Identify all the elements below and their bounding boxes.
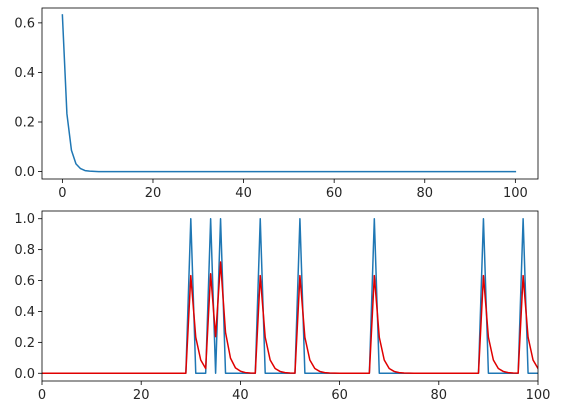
y-tick-label: 0.2 <box>14 116 35 131</box>
x-tick-label: 40 <box>232 388 249 403</box>
bottom-chart: 0 20 40 60 80 100 0.0 0.2 0.4 0.6 0.8 1.0 <box>14 210 551 403</box>
x-tick-label: 80 <box>431 388 448 403</box>
x-tick-label: 20 <box>145 186 162 201</box>
x-tick-label: 20 <box>133 388 150 403</box>
x-tick-label: 0 <box>58 186 66 201</box>
x-tick-label: 80 <box>416 186 433 201</box>
y-tick-label: 1.0 <box>14 212 35 227</box>
series-line-1 <box>42 217 538 375</box>
y-tick-label: 0.8 <box>14 243 35 258</box>
x-tick-label: 100 <box>526 388 551 403</box>
top-chart: 0 20 40 60 80 100 0.0 0.2 0.4 0.6 <box>14 7 539 201</box>
y-tick-label: 0.2 <box>14 336 35 351</box>
x-tick-label: 60 <box>331 388 348 403</box>
series-line-2 <box>42 261 538 375</box>
y-tick-label: 0.0 <box>14 367 35 382</box>
y-tick-label: 0.6 <box>14 274 35 289</box>
x-tick-label: 100 <box>503 186 528 201</box>
y-tick-label: 0.4 <box>14 66 35 81</box>
y-tick-label: 0.6 <box>14 16 35 31</box>
x-tick-label: 0 <box>38 388 46 403</box>
axes-frame <box>41 7 539 180</box>
x-tick-label: 60 <box>326 186 343 201</box>
axes-frame <box>41 210 539 382</box>
y-tick-label: 0.0 <box>14 165 35 180</box>
x-tick-label: 40 <box>235 186 252 201</box>
series-line-1 <box>61 14 517 173</box>
y-tick-label: 0.4 <box>14 305 35 320</box>
